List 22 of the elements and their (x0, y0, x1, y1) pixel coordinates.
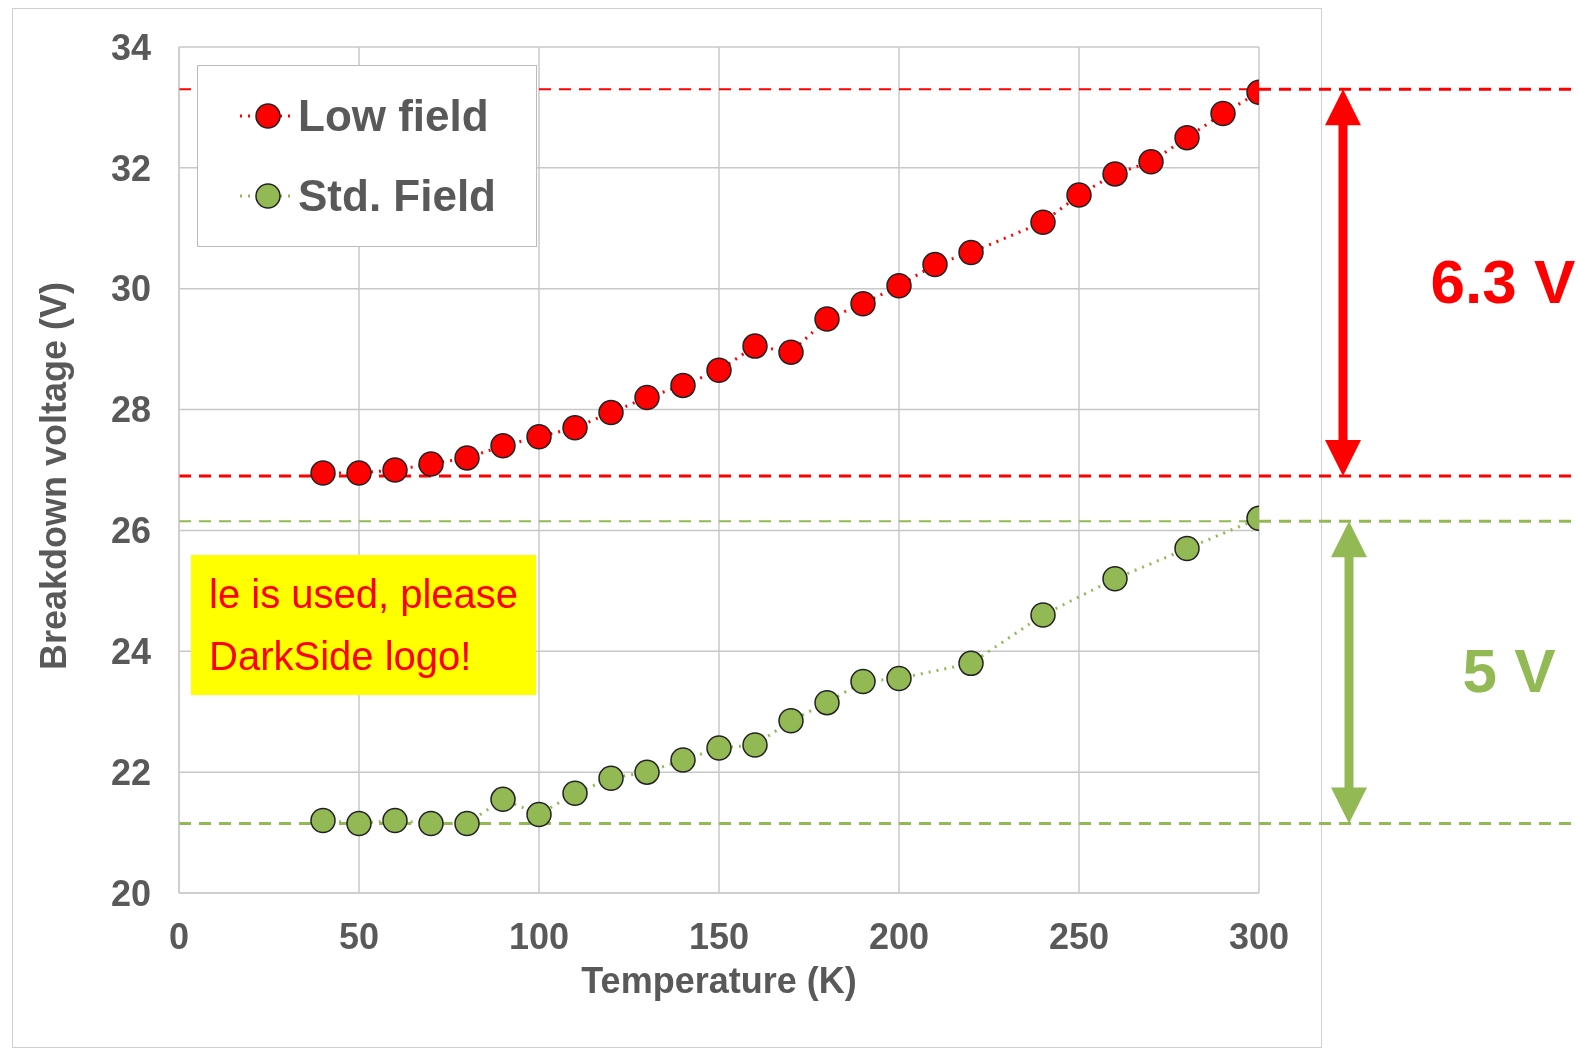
x-tick-label: 150 (688, 915, 750, 957)
y-tick-label: 30 (110, 268, 151, 310)
x-tick-label: 200 (868, 915, 930, 957)
y-tick-label: 26 (110, 510, 151, 552)
y-tick-label: 22 (110, 751, 151, 793)
y-tick-label: 20 (110, 872, 151, 914)
x-tick-label: 50 (338, 915, 380, 957)
y-axis-title: Breakdown voltage (V) (32, 281, 74, 670)
x-tick-label: 100 (508, 915, 570, 957)
y-tick-label: 32 (110, 147, 151, 189)
legend-label: Std. Field (298, 171, 496, 221)
annotation: le is used, please DarkSide logo! (191, 554, 537, 695)
x-tick-label: 300 (1228, 915, 1290, 957)
y-tick-label: 34 (110, 26, 151, 68)
x-tick-label: 0 (168, 915, 190, 957)
y-tick-label: 28 (110, 389, 151, 431)
text: 5 V (1462, 636, 1556, 706)
legend-label: Low field (298, 91, 489, 141)
x-axis-title: Temperature (K) (581, 960, 857, 1001)
text: 6.3 V (1430, 246, 1576, 316)
x-tick-label: 250 (1048, 915, 1110, 957)
y-tick-label: 24 (110, 631, 151, 673)
